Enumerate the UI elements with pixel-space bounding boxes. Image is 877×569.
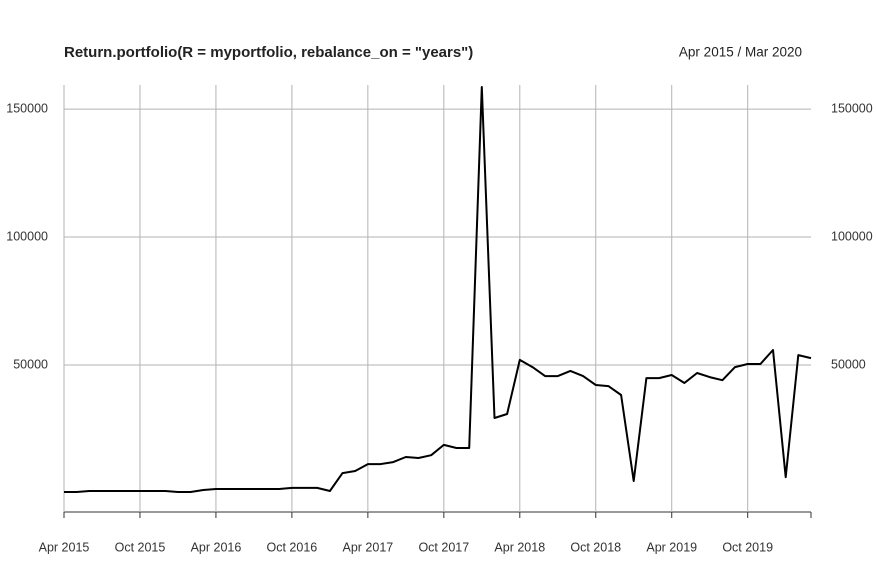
chart-title: Return.portfolio(R = myportfolio, rebala… (64, 44, 473, 61)
series-line (64, 86, 812, 493)
x-tick-label: Oct 2017 (418, 540, 469, 554)
y2-tick-label: 50000 (831, 357, 866, 371)
x-tick-label: Apr 2019 (646, 540, 697, 554)
x-tick-label: Oct 2015 (115, 540, 166, 554)
x-tick-label: Apr 2017 (342, 540, 393, 554)
x-tick-label: Apr 2015 (39, 540, 90, 554)
x-tick-label: Oct 2018 (570, 540, 621, 554)
x-tick-label: Oct 2019 (722, 540, 773, 554)
chart-subtitle: Apr 2015 / Mar 2020 (679, 45, 802, 60)
y-tick-label: 50000 (13, 357, 48, 371)
x-tick-label: Apr 2018 (494, 540, 545, 554)
y-tick-label: 150000 (6, 101, 48, 115)
y2-tick-label: 150000 (831, 101, 873, 115)
x-tick-label: Oct 2016 (267, 540, 318, 554)
y-tick-label: 100000 (6, 229, 48, 243)
y2-tick-label: 100000 (831, 229, 873, 243)
x-tick-label: Apr 2016 (191, 540, 242, 554)
